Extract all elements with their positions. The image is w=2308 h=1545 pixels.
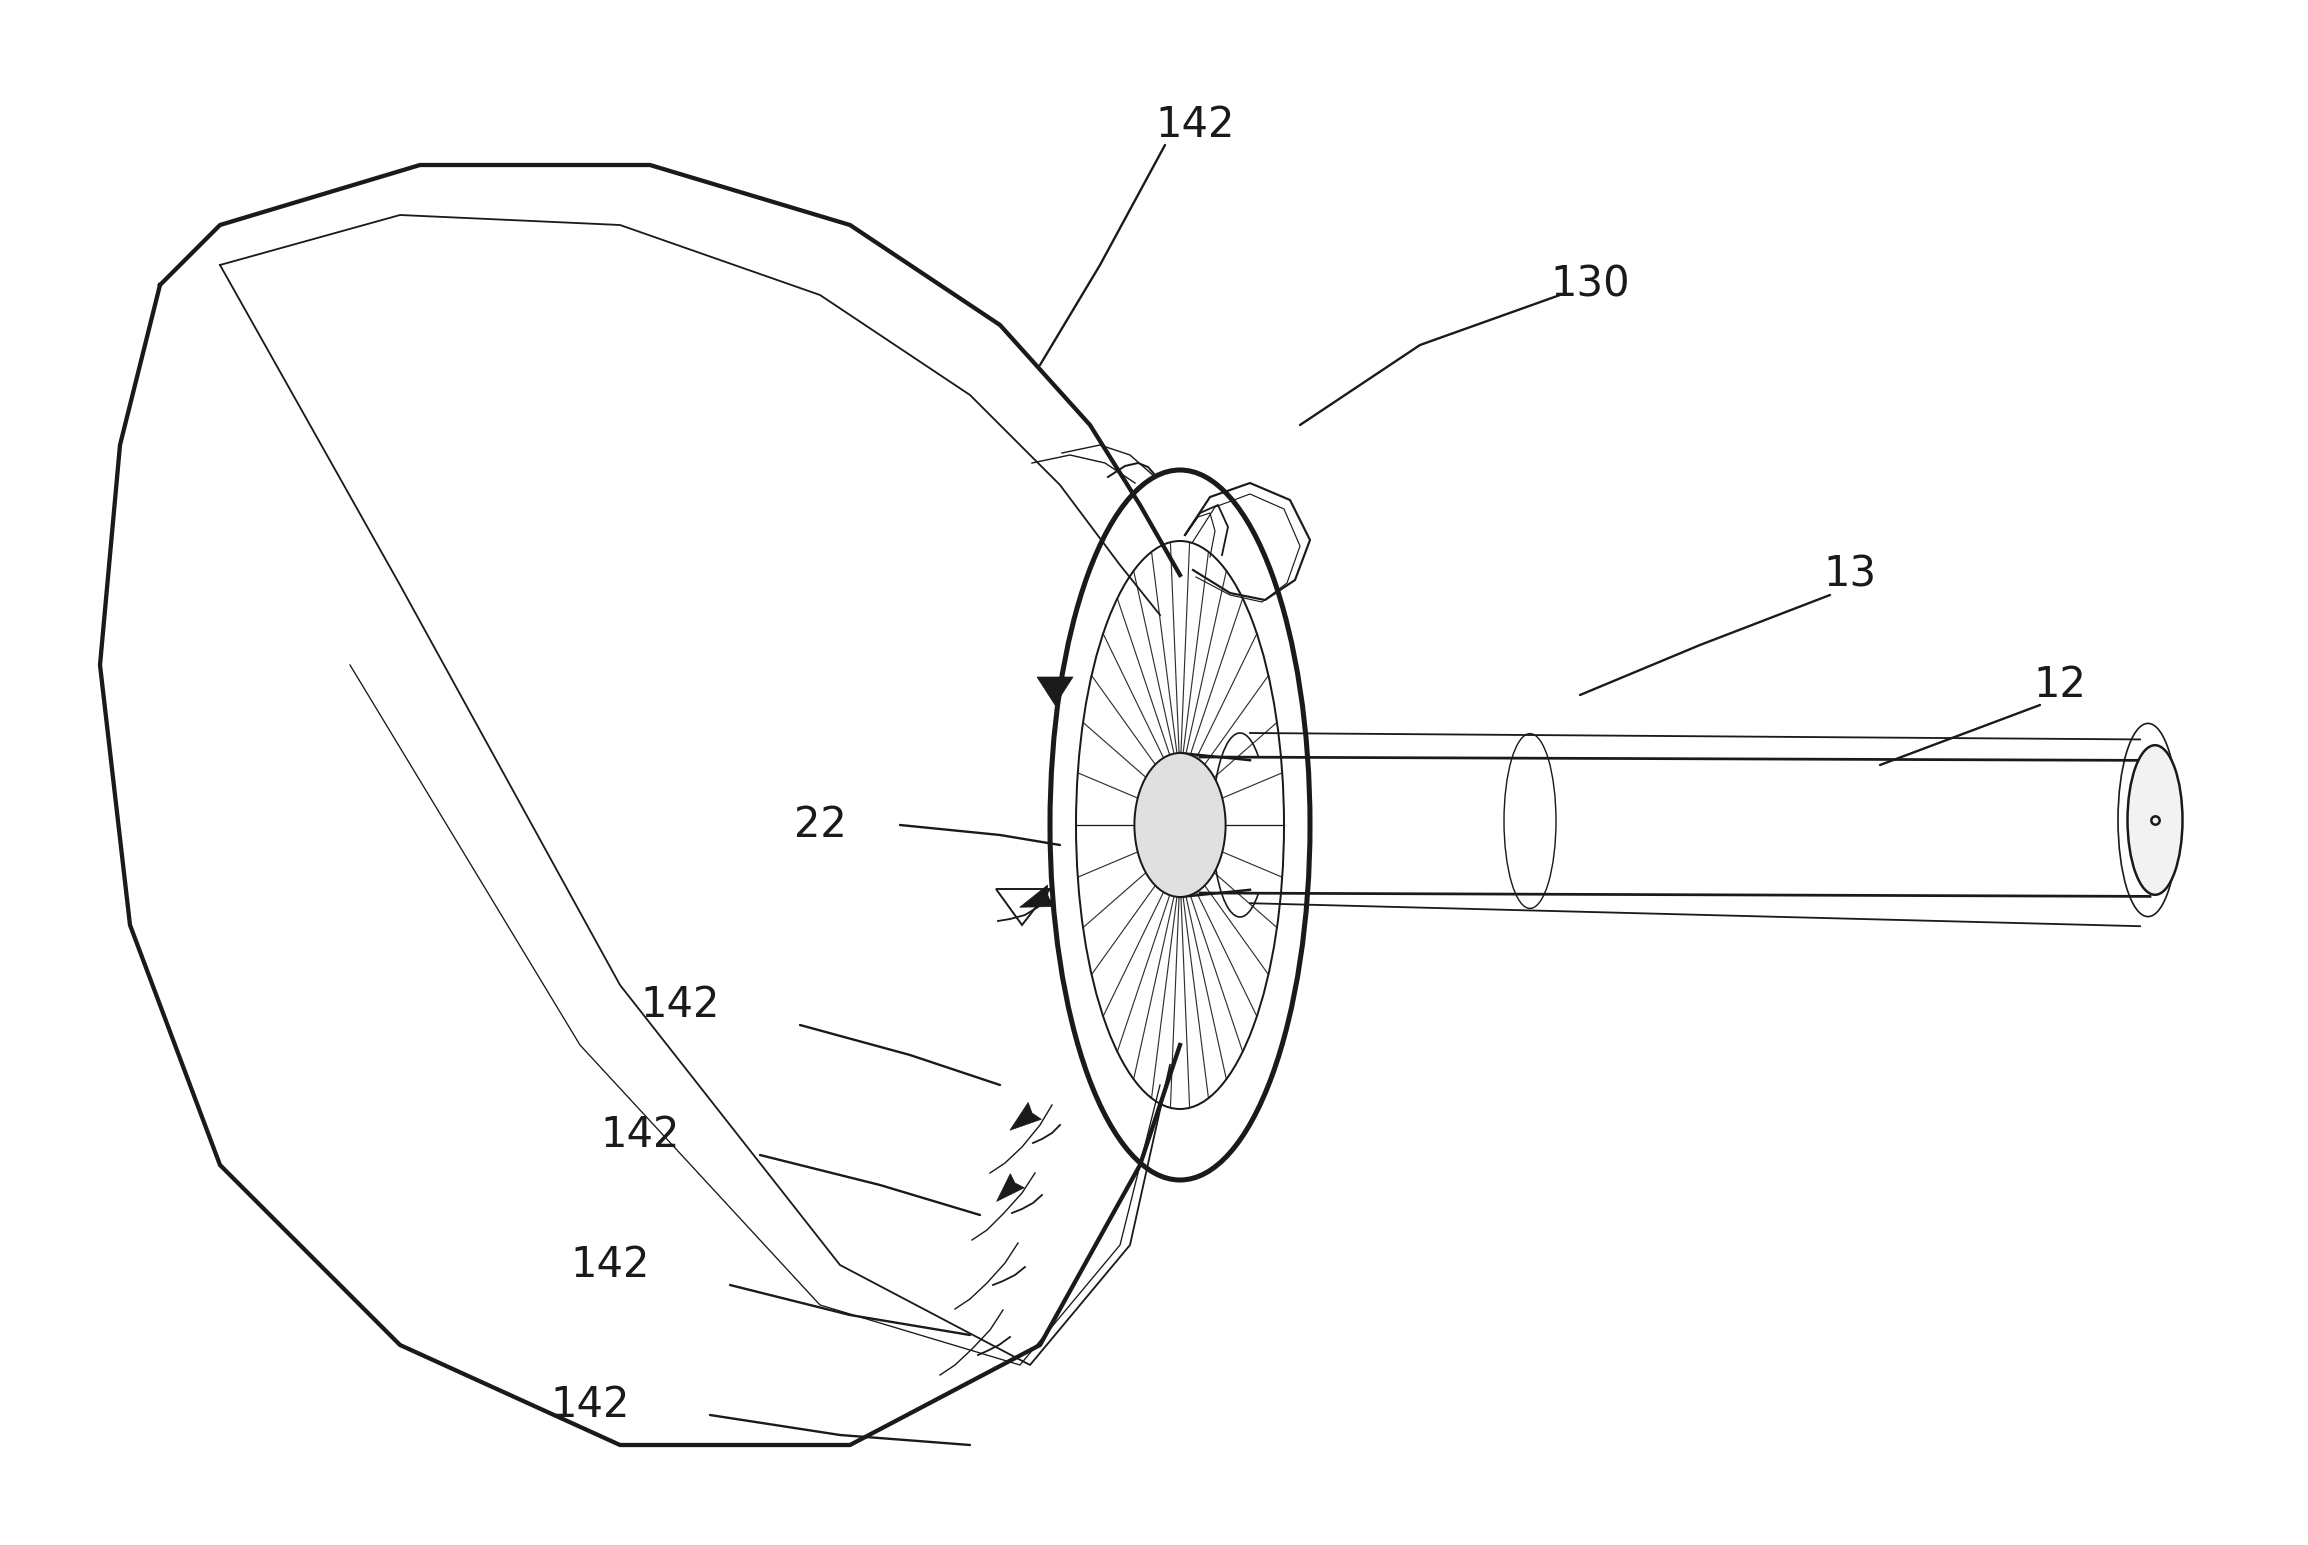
- Text: 12: 12: [2033, 664, 2086, 706]
- Text: 142: 142: [639, 984, 720, 1026]
- Text: 13: 13: [1823, 555, 1876, 596]
- Text: 142: 142: [570, 1244, 649, 1285]
- Text: 22: 22: [794, 803, 847, 847]
- Text: 142: 142: [1156, 104, 1235, 145]
- Text: 142: 142: [549, 1384, 630, 1426]
- Polygon shape: [997, 1174, 1025, 1202]
- Polygon shape: [1011, 1103, 1041, 1131]
- Text: 142: 142: [600, 1114, 679, 1156]
- Text: 130: 130: [1551, 264, 1629, 306]
- Polygon shape: [1036, 677, 1073, 705]
- Ellipse shape: [2128, 745, 2183, 895]
- Polygon shape: [1020, 885, 1055, 907]
- Ellipse shape: [1136, 752, 1226, 898]
